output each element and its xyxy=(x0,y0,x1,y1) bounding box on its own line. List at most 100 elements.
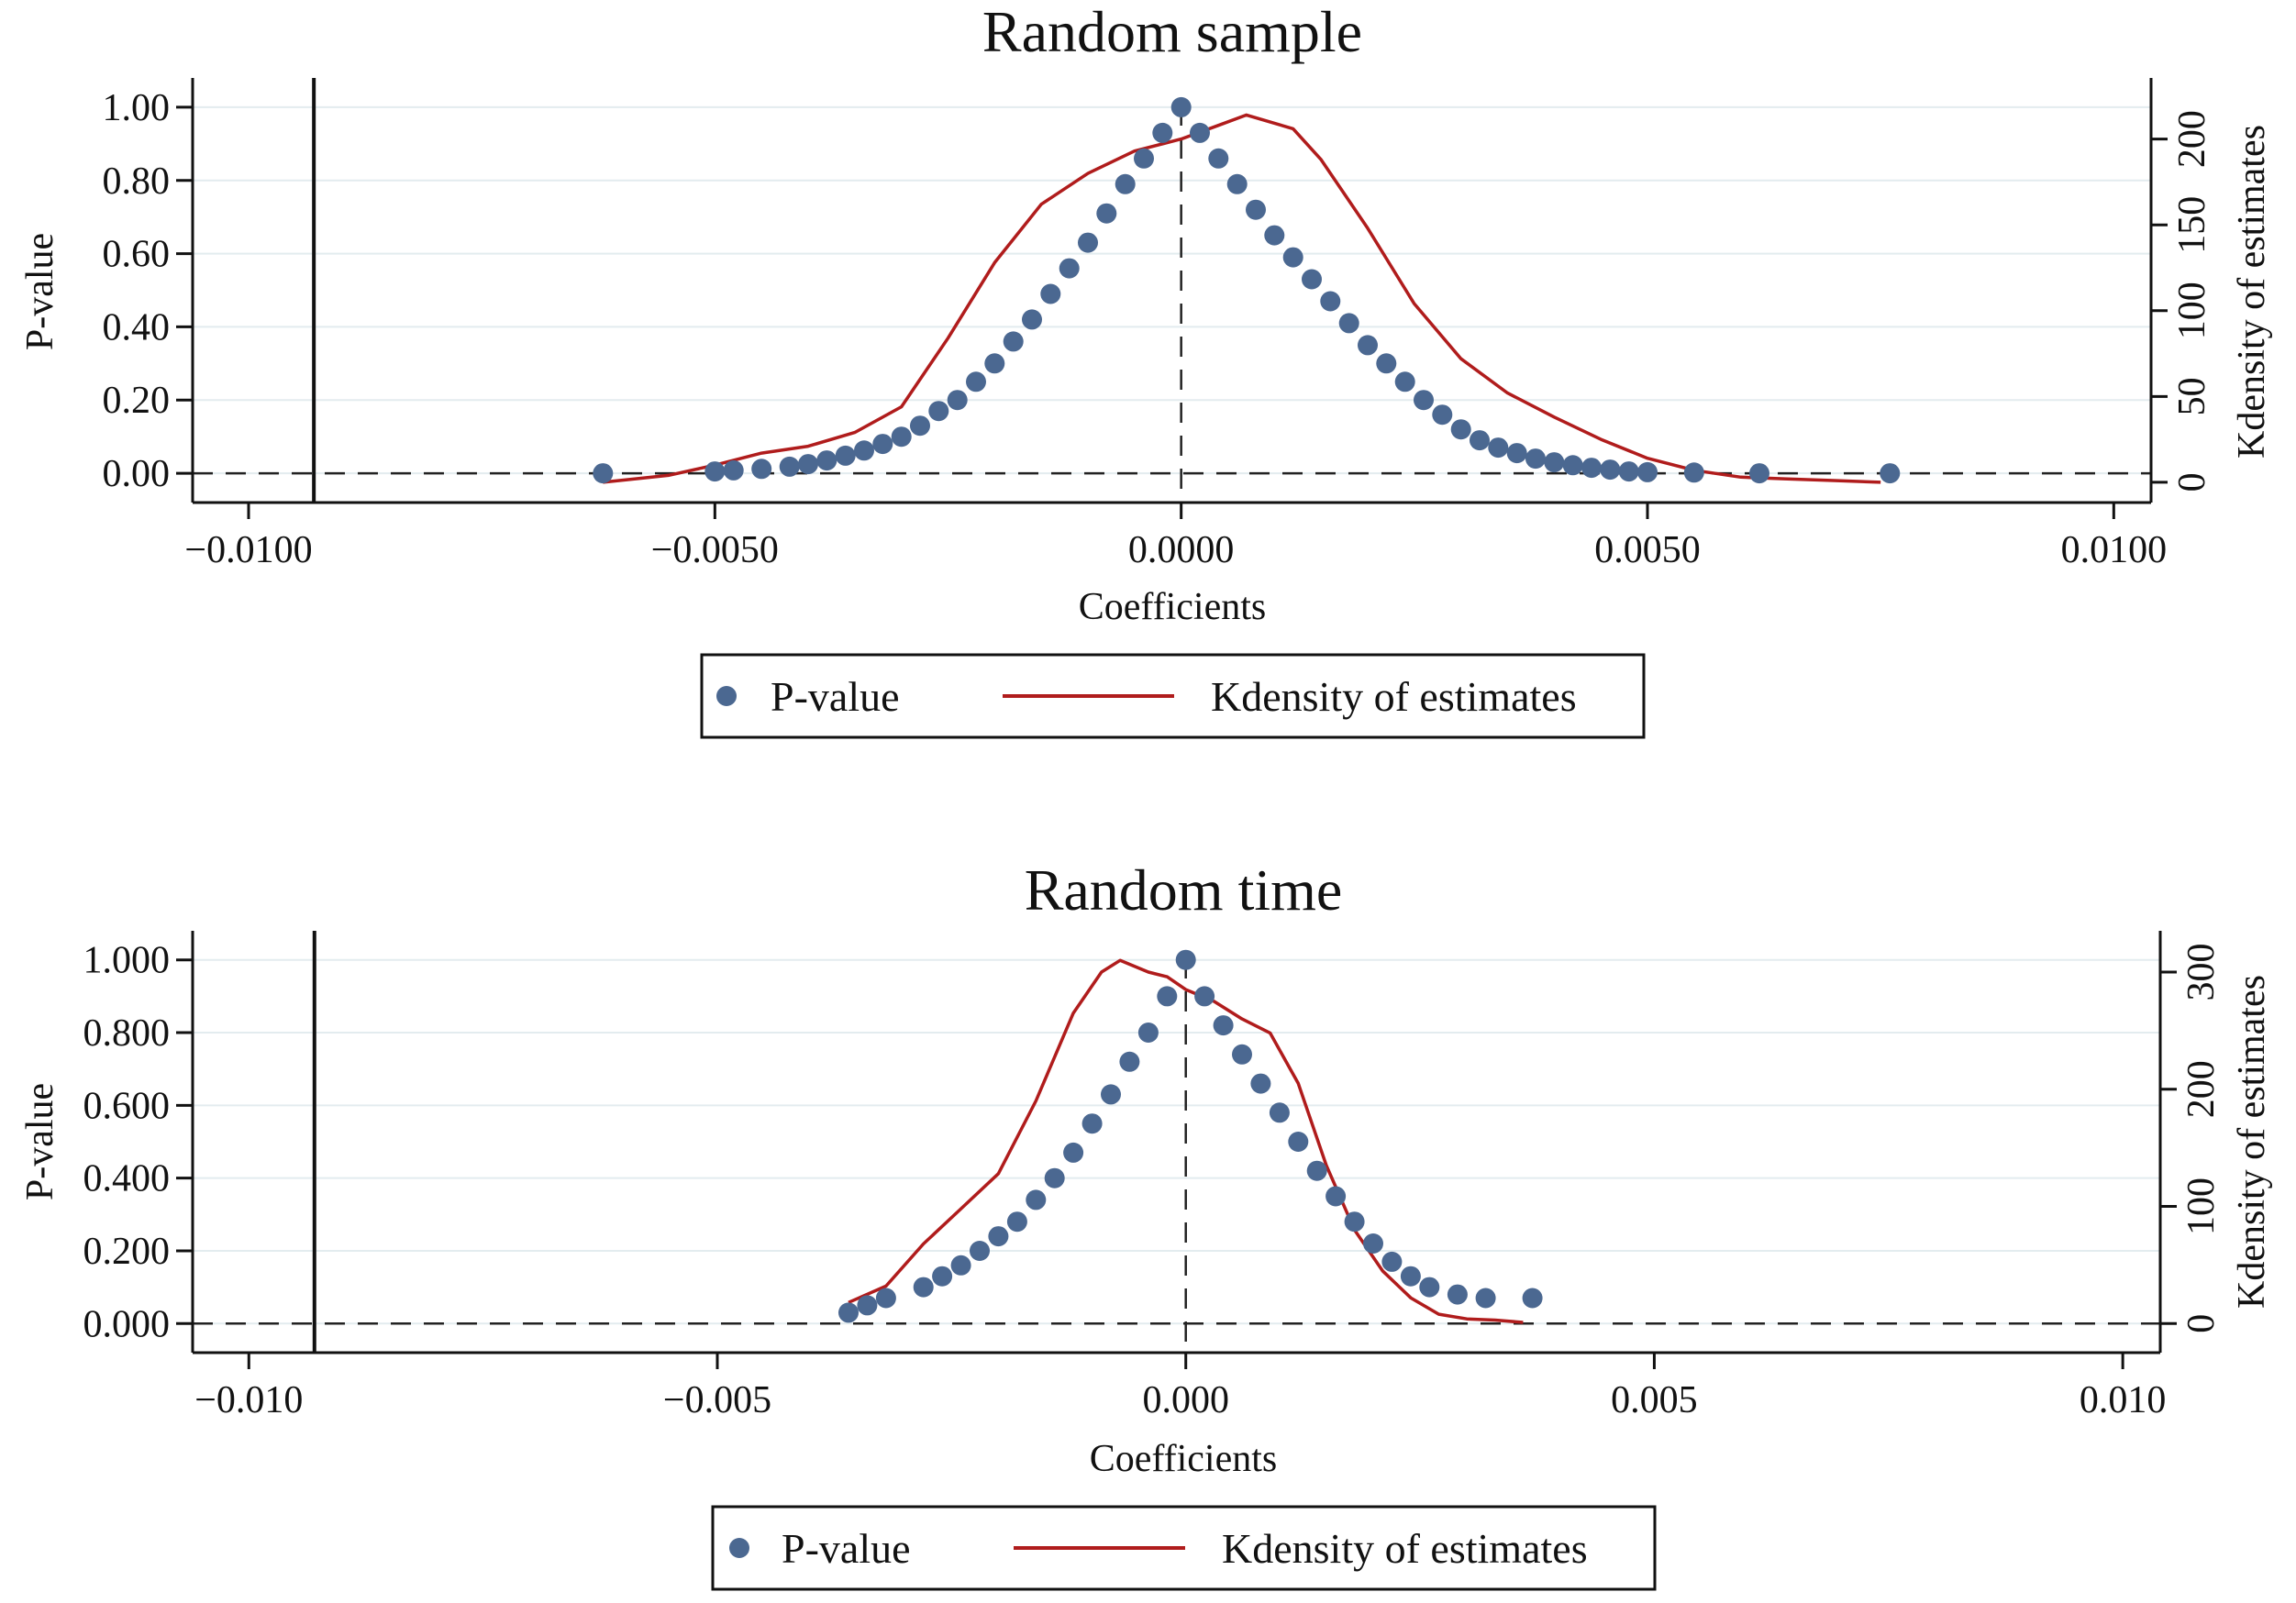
pvalue-point xyxy=(1400,1266,1421,1287)
pvalue-point xyxy=(704,461,726,482)
kdensity-series xyxy=(603,113,1881,484)
pvalue-point xyxy=(1175,949,1196,970)
pvalue-point xyxy=(1044,1167,1065,1188)
pvalue-point xyxy=(723,459,744,481)
legend: P-value Kdensity of estimates xyxy=(700,653,1646,739)
pvalue-point xyxy=(1170,96,1192,117)
y-axis-label: P-value xyxy=(19,1083,61,1200)
pvalue-point xyxy=(1190,122,1210,143)
pvalue-point xyxy=(1040,283,1061,304)
pvalue-point xyxy=(1749,463,1769,484)
y2-axis-label: Kdensity of estimates xyxy=(2231,975,2273,1309)
pvalue-point xyxy=(966,371,986,392)
pvalue-point xyxy=(1344,1211,1365,1233)
pvalue-point xyxy=(1880,463,1901,484)
pvalue-point xyxy=(1250,1073,1271,1094)
pvalue-point xyxy=(1450,419,1471,440)
pvalue-series xyxy=(593,96,1901,484)
pvalue-point xyxy=(1306,1160,1327,1181)
y-tick-label: 0.200 xyxy=(83,1231,171,1273)
x-axis-label: Coefficients xyxy=(1079,586,1267,628)
x-tick-label: 0.0000 xyxy=(1128,529,1235,571)
y2-tick-label: 100 xyxy=(2180,1177,2223,1235)
pvalue-point xyxy=(872,434,893,455)
x-axis: −0.010 −0.005 0.000 0.005 0.010 xyxy=(193,1351,2166,1421)
x-tick-label: −0.005 xyxy=(663,1379,771,1421)
x-axis: −0.0100 −0.0050 0.0000 0.0050 0.0100 xyxy=(184,501,2168,571)
y-tick-label: 0.00 xyxy=(103,453,171,495)
pvalue-point xyxy=(1683,462,1704,483)
pvalue-point xyxy=(1320,291,1341,312)
pvalue-point xyxy=(1003,331,1024,352)
legend: P-value Kdensity of estimates xyxy=(711,1505,1657,1591)
pvalue-point xyxy=(816,450,837,471)
pvalue-point xyxy=(1006,1211,1027,1233)
pvalue-point xyxy=(1063,1142,1084,1163)
kdensity-line xyxy=(603,113,1881,484)
pvalue-point xyxy=(970,1241,990,1261)
pvalue-point xyxy=(1325,1186,1347,1207)
y-tick-label: 0.000 xyxy=(83,1303,171,1345)
pvalue-point xyxy=(1119,1051,1140,1072)
pvalue-series xyxy=(838,949,1543,1323)
pvalue-point xyxy=(1026,1189,1047,1211)
y2-tick-label: 300 xyxy=(2180,943,2223,1000)
legend-pvalue-label: P-value xyxy=(782,1525,911,1572)
pvalue-point xyxy=(1525,448,1546,470)
pvalue-point xyxy=(1338,313,1359,334)
pvalue-point xyxy=(1381,1251,1403,1272)
x-tick-label: −0.0100 xyxy=(184,529,312,571)
pvalue-point xyxy=(932,1266,953,1287)
pvalue-point xyxy=(1600,459,1621,481)
x-tick-label: 0.0050 xyxy=(1594,529,1701,571)
pvalue-point xyxy=(1059,258,1080,279)
legend-kdensity-label: Kdensity of estimates xyxy=(1211,673,1577,720)
y2-tick-label: 100 xyxy=(2171,282,2213,339)
pvalue-point xyxy=(1282,247,1303,268)
y-tick-label: 0.20 xyxy=(103,380,171,422)
pvalue-point xyxy=(875,1288,896,1309)
y2-tick-label: 0 xyxy=(2180,1314,2223,1333)
legend-kdensity-label: Kdensity of estimates xyxy=(1222,1525,1588,1572)
pvalue-point xyxy=(1096,203,1117,224)
pvalue-point xyxy=(1488,437,1509,459)
legend-pvalue-label: P-value xyxy=(771,673,900,720)
pvalue-point xyxy=(1432,404,1453,426)
pvalue-point xyxy=(910,415,930,437)
pvalue-point xyxy=(1226,173,1248,194)
pvalue-point xyxy=(854,440,874,461)
pvalue-point xyxy=(1078,232,1098,253)
chart-title: Random sample xyxy=(982,0,1362,64)
pvalue-point xyxy=(798,454,818,475)
pvalue-point xyxy=(1208,148,1229,169)
pvalue-point xyxy=(1246,199,1266,220)
y-tick-label: 0.80 xyxy=(103,160,171,203)
pvalue-point xyxy=(1115,173,1136,194)
y2-tick-label: 200 xyxy=(2180,1060,2223,1118)
x-axis-label: Coefficients xyxy=(1090,1438,1278,1480)
pvalue-point xyxy=(1358,335,1378,356)
pvalue-point xyxy=(1157,986,1178,1007)
pvalue-point xyxy=(1288,1132,1309,1152)
x-tick-label: 0.005 xyxy=(1611,1379,1698,1421)
pvalue-point xyxy=(913,1277,934,1298)
y-axis-left: 0.000 0.200 0.400 0.600 0.800 1.000 xyxy=(83,931,194,1353)
pvalue-point xyxy=(1213,1015,1234,1036)
pvalue-point xyxy=(1264,225,1285,246)
pvalue-point xyxy=(1419,1277,1440,1298)
x-tick-label: −0.0050 xyxy=(651,529,779,571)
legend-pvalue-marker xyxy=(729,1538,749,1558)
pvalue-point xyxy=(1081,1113,1103,1134)
pvalue-point xyxy=(1544,452,1565,473)
pvalue-point xyxy=(947,390,968,411)
pvalue-point xyxy=(1022,309,1042,330)
pvalue-point xyxy=(928,401,949,422)
y-tick-label: 1.000 xyxy=(83,940,171,982)
x-tick-label: 0.0100 xyxy=(2061,529,2168,571)
y-axis-left: 0.00 0.20 0.40 0.60 0.80 1.00 xyxy=(103,78,194,503)
legend-pvalue-marker xyxy=(716,686,737,706)
pvalue-point xyxy=(988,1226,1009,1247)
pvalue-point xyxy=(891,426,912,448)
pvalue-point xyxy=(751,459,772,480)
